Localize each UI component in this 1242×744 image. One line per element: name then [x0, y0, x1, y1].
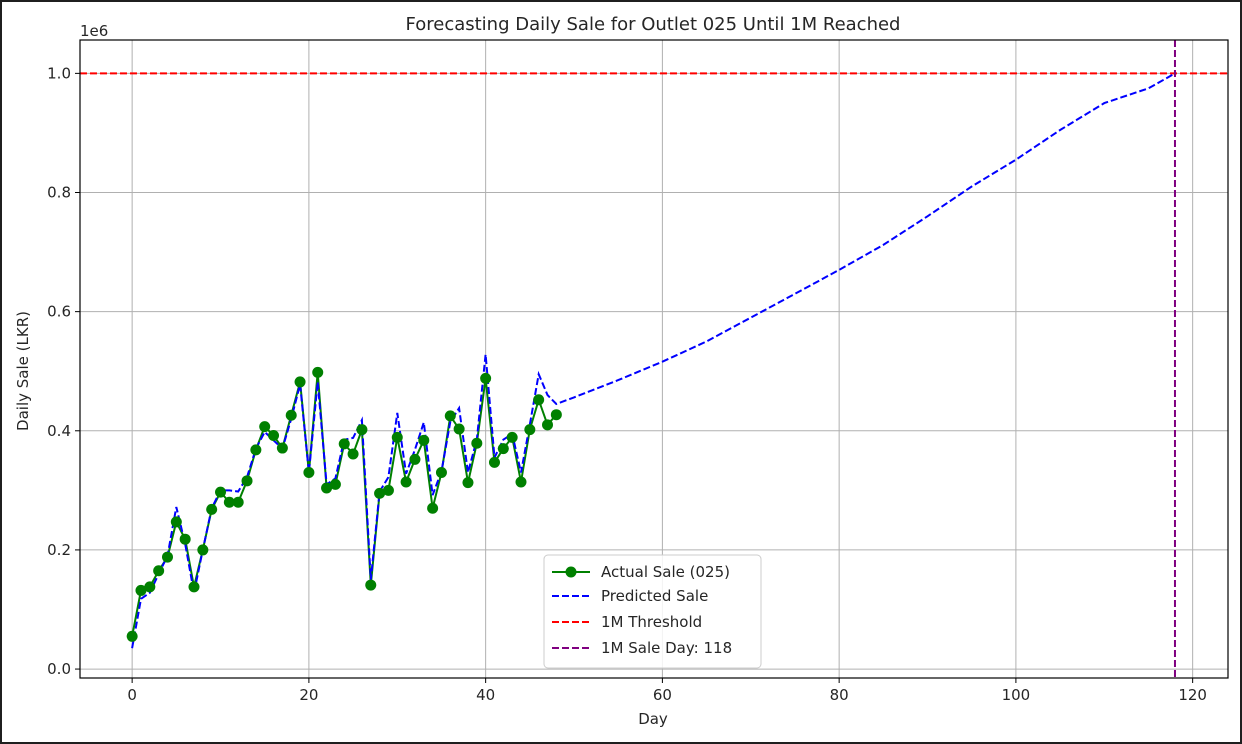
actual-sale-point [533, 394, 545, 406]
actual-sale-point [497, 443, 509, 455]
actual-sale-point [409, 453, 421, 465]
x-tick-label: 120 [1178, 686, 1207, 704]
ticks: 0 20 40 60 80 100 120 0.0 0.2 0.4 0.6 0.8 1.0 [47, 64, 1207, 704]
actual-sale-point [126, 630, 138, 642]
legend: Actual Sale (025) Predicted Sale 1M Thre… [543, 554, 762, 669]
legend-entry-threshold: 1M Threshold [552, 613, 702, 631]
actual-sale-line [131, 372, 558, 637]
actual-sale-point [453, 423, 465, 435]
chart-title: Forecasting Daily Sale for Outlet 025 Un… [406, 14, 901, 35]
actual-sale-point [347, 448, 359, 460]
actual-sale-point [179, 533, 191, 545]
actual-sale-point [294, 376, 306, 388]
actual-sale-point [382, 484, 394, 496]
y-tick-label: 0.6 [47, 303, 71, 321]
actual-sale-point [374, 487, 386, 499]
actual-sale-point [480, 372, 492, 384]
legend-label-predicted-sale: Predicted Sale [601, 587, 708, 605]
actual-sale-point [223, 496, 235, 508]
plot-area [79, 39, 1229, 679]
actual-sale-point [506, 431, 518, 443]
x-axis-label: Day [638, 710, 668, 728]
actual-sale-point [488, 456, 500, 468]
actual-sale-point [321, 482, 333, 494]
x-tick-label: 80 [830, 686, 849, 704]
legend-label-threshold: 1M Threshold [601, 613, 702, 631]
actual-sale-point [435, 466, 447, 478]
legend-entry-predicted-sale: Predicted Sale [552, 587, 708, 605]
actual-sale-point [161, 551, 173, 563]
actual-sale-point [462, 477, 474, 489]
actual-sale-point [197, 544, 209, 556]
actual-sale-point [524, 424, 536, 436]
actual-sale-point [303, 466, 315, 478]
actual-sale-point [170, 516, 182, 528]
actual-sale-point [365, 579, 377, 591]
x-tick-label: 60 [653, 686, 672, 704]
legend-box [543, 554, 762, 669]
actual-sale-point [471, 437, 483, 449]
y-axis-label: Daily Sale (LKR) [14, 311, 32, 431]
actual-sale-point [515, 476, 527, 488]
actual-sale-point [391, 431, 403, 443]
y-tick-label: 0.2 [47, 541, 71, 559]
actual-sale-point [232, 496, 244, 508]
actual-sale-point [259, 421, 271, 433]
legend-entry-actual-sale: Actual Sale (025) [552, 563, 730, 581]
actual-sale-point [418, 434, 430, 446]
actual-sale-point [444, 410, 456, 422]
series-layer [80, 40, 1228, 678]
actual-sale-point [268, 430, 280, 442]
x-tick-label: 0 [127, 686, 137, 704]
y-tick-label: 0.0 [47, 660, 71, 678]
actual-sale-point [338, 438, 350, 450]
actual-sale-point [215, 486, 227, 498]
actual-sale-point [276, 442, 288, 454]
legend-marker-actual-sale [565, 566, 577, 578]
y-tick-label: 1.0 [47, 64, 71, 82]
x-tick-label: 100 [1002, 686, 1031, 704]
actual-sale-point [250, 444, 262, 456]
actual-sale-point [356, 424, 368, 436]
actual-sale-point [329, 478, 341, 490]
actual-sale-point [312, 366, 324, 378]
actual-sale-point [135, 584, 147, 596]
y-tick-label: 0.8 [47, 184, 71, 202]
actual-sale-point [550, 409, 562, 421]
x-tick-label: 40 [476, 686, 495, 704]
actual-sale-point [206, 503, 218, 515]
y-offset-label: 1e6 [80, 22, 108, 40]
actual-sale-point [542, 419, 554, 431]
actual-sale-point [241, 475, 253, 487]
actual-sale-point [153, 565, 165, 577]
x-tick-label: 20 [299, 686, 318, 704]
actual-sale-point [144, 581, 156, 593]
actual-sale-point [400, 476, 412, 488]
actual-sale-point [188, 581, 200, 593]
actual-sale-point [427, 502, 439, 514]
legend-label-actual-sale: Actual Sale (025) [601, 563, 730, 581]
legend-entry-sale-day: 1M Sale Day: 118 [552, 639, 732, 657]
actual-sale-point [285, 409, 297, 421]
y-tick-label: 0.4 [47, 422, 71, 440]
legend-label-sale-day: 1M Sale Day: 118 [601, 639, 732, 657]
